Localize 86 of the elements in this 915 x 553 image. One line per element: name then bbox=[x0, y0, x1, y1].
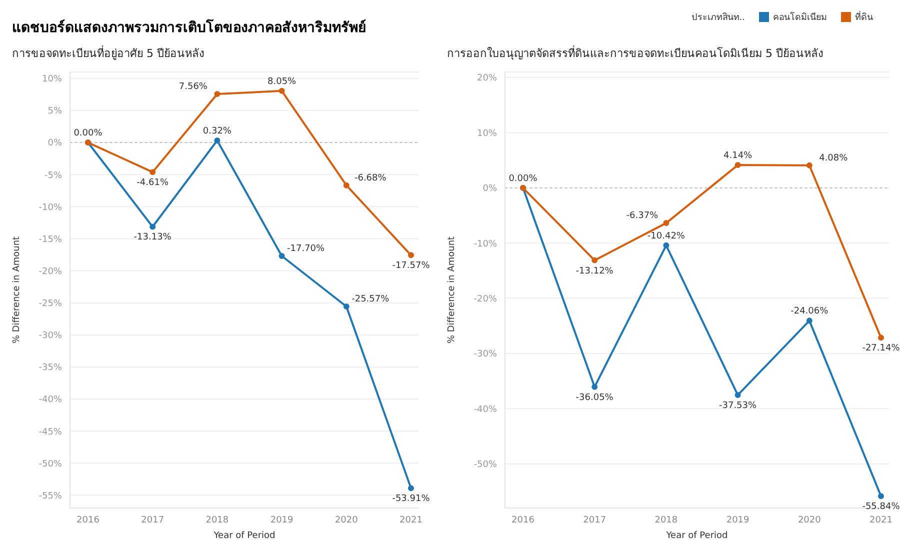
x-tick-label: 2017 bbox=[141, 515, 164, 526]
y-tick-label: -5% bbox=[44, 170, 62, 181]
x-tick-label: 2021 bbox=[870, 515, 892, 526]
x-tick-label: 2019 bbox=[726, 515, 750, 526]
point bbox=[592, 257, 598, 264]
y-tick-label: -45% bbox=[38, 427, 62, 438]
y-tick-label: -20% bbox=[38, 266, 62, 277]
x-tick-label: 2021 bbox=[400, 515, 422, 526]
y-tick-label: -40% bbox=[474, 404, 498, 415]
point bbox=[878, 334, 884, 341]
data-label: -27.14% bbox=[862, 344, 900, 354]
point bbox=[278, 88, 285, 94]
data-label: -17.57% bbox=[392, 261, 430, 272]
data-label: 0.00% bbox=[508, 174, 538, 184]
y-tick-label: 10% bbox=[476, 128, 498, 139]
data-label: -13.12% bbox=[576, 266, 614, 276]
data-label: -4.61% bbox=[136, 178, 169, 188]
point bbox=[734, 162, 741, 168]
x-tick-label: 2016 bbox=[512, 515, 535, 526]
point bbox=[214, 137, 220, 144]
x-tick-label: 2018 bbox=[654, 515, 678, 526]
data-label: 4.14% bbox=[724, 151, 753, 162]
x-tick-label: 2017 bbox=[583, 515, 606, 526]
x-tick-label: 2020 bbox=[798, 515, 822, 526]
point bbox=[214, 91, 220, 98]
chart-title: การออกใบอนุญาตจัดสรรที่ดินและการขอจดทะเบียนคอนโดมิเนียม 5 ปีย้อนหลัง bbox=[447, 44, 823, 62]
x-tick-label: 2018 bbox=[206, 515, 229, 526]
point bbox=[343, 182, 350, 188]
y-tick-label: 0% bbox=[48, 138, 62, 149]
y-axis-title: % Difference in Amount bbox=[12, 236, 22, 344]
y-tick-label: -10% bbox=[474, 239, 498, 250]
point bbox=[878, 493, 884, 500]
data-label: -36.05% bbox=[576, 392, 614, 403]
point bbox=[408, 485, 414, 492]
data-label: -25.57% bbox=[352, 294, 390, 304]
data-label: -13.13% bbox=[134, 232, 172, 243]
point bbox=[408, 252, 414, 258]
y-tick-label: -55% bbox=[38, 491, 62, 502]
x-tick-label: 2019 bbox=[270, 515, 294, 526]
y-tick-label: 0% bbox=[482, 184, 498, 194]
data-label: 0.32% bbox=[202, 126, 232, 136]
y-tick-label: -50% bbox=[38, 459, 62, 470]
y-tick-label: -35% bbox=[38, 363, 62, 374]
point bbox=[806, 162, 812, 168]
x-tick-label: 2016 bbox=[76, 515, 100, 526]
y-tick-label: 5% bbox=[48, 106, 62, 117]
data-label: -37.53% bbox=[719, 401, 758, 412]
data-label: 7.56% bbox=[178, 82, 208, 92]
point bbox=[343, 303, 350, 310]
x-tick-label: 2020 bbox=[334, 515, 358, 526]
point bbox=[150, 224, 156, 230]
y-tick-label: -40% bbox=[38, 395, 62, 406]
y-tick-label: -30% bbox=[38, 331, 62, 342]
point bbox=[150, 169, 156, 176]
y-tick-label: -20% bbox=[474, 294, 498, 304]
y-tick-label: -50% bbox=[474, 460, 498, 470]
legend-label: ที่ดิน bbox=[854, 10, 873, 24]
data-label: -53.91% bbox=[392, 494, 430, 504]
data-label: -17.70% bbox=[287, 244, 326, 254]
x-axis-title: Year of Period bbox=[212, 531, 276, 541]
point bbox=[663, 242, 670, 248]
y-tick-label: -15% bbox=[38, 234, 62, 245]
data-label: -6.37% bbox=[626, 211, 659, 222]
point bbox=[734, 392, 741, 398]
y-tick-label: 20% bbox=[476, 74, 498, 84]
y-tick-label: -10% bbox=[38, 202, 62, 213]
y-tick-label: 10% bbox=[42, 74, 62, 85]
point bbox=[806, 318, 812, 324]
data-label: -55.84% bbox=[862, 502, 900, 512]
point bbox=[278, 253, 285, 260]
data-label: -10.42% bbox=[647, 231, 686, 242]
data-label: -6.68% bbox=[354, 173, 387, 184]
legend-label: คอนโดมิเนียม bbox=[772, 10, 827, 24]
y-tick-label: -25% bbox=[38, 299, 62, 310]
data-label: -24.06% bbox=[790, 306, 829, 317]
x-axis-title: Year of Period bbox=[665, 531, 728, 541]
chart-subtitle: การขอจดทะเบียนที่อยู่อาศัย 5 ปีย้อนหลัง bbox=[12, 44, 204, 62]
y-tick-label: -30% bbox=[474, 350, 498, 360]
point bbox=[592, 384, 598, 390]
legend-title: ประเภทสินท.. bbox=[691, 12, 745, 24]
point bbox=[663, 220, 670, 226]
data-label: 8.05% bbox=[268, 76, 297, 87]
y-axis-title: % Difference in Amount bbox=[447, 236, 458, 344]
chart-title: แดชบอร์ดแสดงภาพรวมการเติบโตของภาคอสังหาริมทรัพย์ bbox=[12, 18, 366, 38]
data-label: 0.00% bbox=[74, 128, 103, 139]
data-label: 4.08% bbox=[819, 153, 848, 164]
